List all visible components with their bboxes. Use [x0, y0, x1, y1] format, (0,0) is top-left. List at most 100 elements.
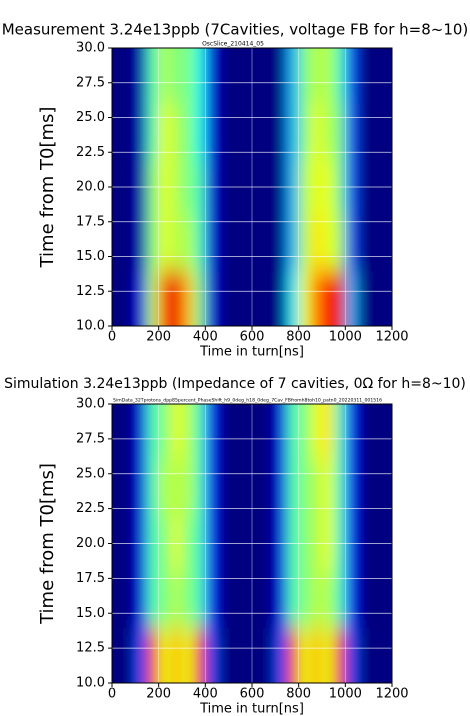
heatmap-cell: [182, 48, 195, 105]
heatmap-cell: [112, 571, 125, 628]
heatmap-cell: [193, 627, 206, 683]
y-tick-label: 27.5: [76, 75, 105, 90]
heatmap-cell: [298, 459, 311, 517]
heatmap-cell: [135, 214, 148, 271]
y-tick-label: 17.5: [76, 571, 105, 586]
heatmap-cell: [310, 48, 323, 105]
heatmap-cell: [345, 214, 358, 271]
heatmap-cell: [368, 48, 381, 105]
heatmap-cell: [287, 214, 300, 271]
heatmap-cell: [298, 404, 311, 461]
heatmap-cell: [240, 404, 253, 461]
heatmap-cell: [205, 404, 218, 461]
heatmap-cell: [310, 270, 323, 326]
chart-title: Simulation 3.24e13ppb (Impedance of 7 ca…: [4, 376, 466, 392]
heatmap-cell: [217, 270, 230, 326]
y-tick-label: 22.5: [76, 501, 105, 516]
heatmap-cell: [380, 270, 392, 326]
heatmap-cell: [182, 103, 195, 160]
heatmap-cell: [345, 48, 358, 105]
heatmap-cell: [205, 48, 218, 105]
heatmap-cell: [158, 627, 171, 683]
heatmap-cell: [263, 270, 276, 326]
heatmap-cell: [123, 404, 136, 461]
heatmap-cell: [112, 459, 125, 517]
heatmap-cell: [135, 571, 148, 628]
heatmap-cell: [158, 459, 171, 517]
heatmap-cell: [240, 571, 253, 628]
y-tick-label: 10.0: [76, 676, 105, 691]
heatmap-cell: [112, 404, 125, 461]
heatmap-cell: [298, 103, 311, 160]
heatmap-cell: [217, 459, 230, 517]
heatmap-cell: [182, 459, 195, 517]
heatmap-cell: [345, 404, 358, 461]
heatmap-cell: [298, 270, 311, 326]
heatmap-cell: [170, 48, 183, 105]
heatmap-cell: [193, 214, 206, 271]
heatmap-cell: [310, 103, 323, 160]
heatmap-cell: [228, 103, 241, 160]
heatmap-cell: [345, 270, 358, 326]
y-tick-label: 30.0: [76, 397, 105, 412]
heatmap-cell: [357, 48, 370, 105]
x-tick-label: 600: [240, 330, 265, 345]
heatmap-cell: [217, 103, 230, 160]
chart-subtitle: OscSlice_210414_05: [202, 41, 264, 48]
heatmap-cell: [147, 270, 160, 326]
y-tick-label: 15.0: [76, 606, 105, 621]
x-tick-label: 0: [108, 330, 116, 345]
heatmap-cell: [287, 459, 300, 517]
heatmap-cell: [298, 214, 311, 271]
heatmap-cell: [275, 404, 288, 461]
heatmap-cell: [228, 404, 241, 461]
heatmap-cell: [287, 48, 300, 105]
heatmap-cell: [217, 214, 230, 271]
heatmap-cell: [193, 103, 206, 160]
heatmap-cell: [333, 48, 346, 105]
heatmap-cell: [357, 270, 370, 326]
heatmap-cell: [357, 404, 370, 461]
heatmap-cell: [135, 627, 148, 683]
x-tick-label: 200: [146, 330, 171, 345]
heatmap-cell: [368, 404, 381, 461]
heatmap-cell: [228, 627, 241, 683]
heatmap-cell: [123, 214, 136, 271]
heatmap-cell: [263, 214, 276, 271]
heatmap-cell: [333, 459, 346, 517]
heatmap-cell: [252, 103, 265, 160]
y-tick-label: 15.0: [76, 249, 105, 264]
heatmap-cell: [252, 48, 265, 105]
heatmap-cell: [158, 404, 171, 461]
heatmap-cell: [228, 48, 241, 105]
heatmap-cell: [193, 48, 206, 105]
heatmap-cell: [310, 571, 323, 628]
heatmap-cell: [310, 627, 323, 683]
heatmap-cell: [147, 571, 160, 628]
heatmap-cell: [170, 571, 183, 628]
heatmap-cell: [357, 459, 370, 517]
heatmap-cell: [135, 459, 148, 517]
heatmap-cell: [112, 103, 125, 160]
heatmap-cell: [123, 103, 136, 160]
y-tick-label: 27.5: [76, 431, 105, 446]
heatmap-cell: [228, 214, 241, 271]
heatmap-cell: [205, 270, 218, 326]
heatmap-cell: [333, 103, 346, 160]
heatmap-cell: [322, 404, 335, 461]
chart-title: Measurement 3.24e13ppb (7Cavities, volta…: [2, 21, 469, 39]
heatmap-cell: [240, 214, 253, 271]
heatmap-cell: [310, 459, 323, 517]
heatmap-cell: [147, 459, 160, 517]
heatmap-cell: [380, 404, 392, 461]
heatmap-cell: [263, 627, 276, 683]
heatmap-cell: [158, 571, 171, 628]
heatmap-cell: [357, 214, 370, 271]
heatmap-cell: [228, 459, 241, 517]
heatmap-cell: [205, 571, 218, 628]
heatmap-cell: [310, 214, 323, 271]
plot-frame: [111, 403, 393, 684]
x-tick-label: 1000: [329, 330, 362, 345]
heatmap-cell: [333, 571, 346, 628]
